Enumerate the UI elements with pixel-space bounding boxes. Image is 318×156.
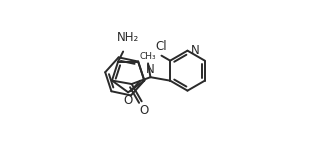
- Text: N: N: [146, 63, 155, 76]
- Text: N: N: [190, 44, 199, 57]
- Text: O: O: [139, 104, 148, 117]
- Text: NH₂: NH₂: [117, 31, 139, 44]
- Text: O: O: [123, 94, 133, 107]
- Text: CH₃: CH₃: [140, 52, 156, 61]
- Text: Cl: Cl: [156, 40, 167, 53]
